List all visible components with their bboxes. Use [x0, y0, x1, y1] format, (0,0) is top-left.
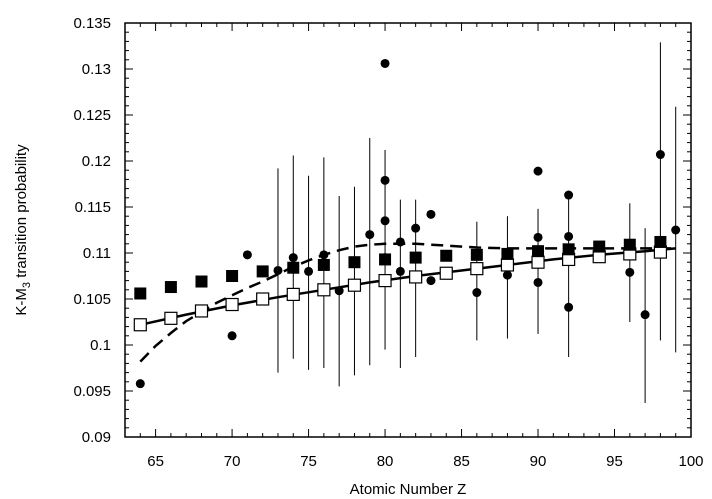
filled-circle-point [242, 250, 252, 260]
open-square-point [194, 304, 209, 318]
filled-circle-point [304, 266, 314, 276]
chart-marks [133, 42, 681, 403]
filled-circle-point [533, 166, 543, 176]
x-tick-label: 95 [606, 453, 623, 470]
filled-circle-point [640, 310, 650, 320]
open-square-series [133, 245, 668, 332]
filled-square-point [287, 261, 300, 274]
filled-square-point [226, 270, 239, 282]
filled-square-point [317, 258, 330, 271]
filled-circle-point [380, 216, 390, 226]
filled-square-point [256, 265, 269, 278]
filled-circle-point [395, 266, 405, 276]
filled-circle-point [502, 270, 512, 280]
plot-frame [124, 22, 692, 438]
filled-square-point [593, 240, 606, 253]
filled-circle-point [227, 331, 237, 341]
filled-square-point [501, 247, 514, 260]
filled-square-point [470, 248, 483, 261]
x-tick-label: 85 [453, 453, 470, 470]
y-tick-label: 0.135 [73, 15, 111, 32]
open-square-point [256, 292, 270, 306]
open-square-point [286, 287, 300, 301]
filled-circle-point [380, 58, 390, 68]
filled-circle-point [655, 150, 665, 160]
open-square-point [500, 258, 515, 272]
open-square-point [225, 297, 239, 312]
open-square-point [317, 283, 331, 297]
filled-square-point [409, 251, 422, 264]
filled-circle-point [564, 190, 574, 200]
filled-square-point [532, 245, 545, 258]
open-square-point [409, 270, 423, 284]
x-tick-label: 65 [147, 453, 164, 470]
x-tick-label: 80 [377, 453, 394, 470]
filled-circle-point [426, 209, 436, 219]
filled-circle-point [472, 288, 482, 298]
filled-square-point [134, 287, 147, 300]
filled-circle-series [135, 58, 681, 389]
filled-square-point [164, 281, 177, 294]
open-square-point [133, 318, 147, 332]
filled-circle-point [334, 286, 344, 296]
filled-circle-point [533, 232, 543, 242]
x-axis: 65 70 75 80 85 90 95 100 [124, 23, 704, 470]
y-tick-label: 0.13 [82, 61, 111, 78]
filled-circle-point [411, 223, 421, 233]
filled-square-point [654, 235, 667, 248]
filled-circle-point [380, 253, 390, 263]
filled-square-point [440, 249, 453, 262]
y-axis-title-subscript: 3 [21, 282, 33, 288]
open-square-point [470, 262, 484, 276]
x-tick-label: 90 [530, 453, 547, 470]
x-tick-label: 100 [678, 453, 703, 470]
x-tick-label: 70 [224, 453, 241, 470]
y-axis-title-main: K-M [13, 288, 30, 316]
filled-circle-point [273, 265, 283, 275]
filled-square-point [623, 238, 636, 251]
y-tick-label: 0.125 [73, 107, 111, 124]
y-tick-label: 0.115 [75, 199, 111, 216]
y-tick-label: 0.105 [73, 291, 111, 308]
filled-circle-point [395, 237, 405, 247]
error-bars [277, 42, 677, 403]
filled-square-point [562, 243, 575, 256]
filled-square-point [195, 275, 208, 288]
y-tick-label: 0.12 [82, 153, 111, 170]
open-square-point [164, 311, 178, 325]
filled-circle-point [625, 267, 635, 277]
open-square-point [439, 266, 453, 280]
filled-circle-point [288, 253, 298, 263]
filled-circle-point [365, 230, 375, 240]
filled-square-point [348, 256, 361, 269]
y-tick-label: 0.1 [90, 337, 111, 354]
filled-circle-point [426, 276, 436, 286]
y-axis-title-rest: transition probability [13, 144, 30, 282]
open-square-point [347, 278, 362, 292]
filled-circle-point [533, 277, 543, 287]
filled-circle-point [135, 379, 145, 389]
open-square-point [378, 274, 392, 288]
x-axis-title: Atomic Number Z [350, 481, 467, 498]
y-tick-label: 0.095 [73, 383, 111, 400]
filled-circle-point [319, 250, 329, 260]
y-tick-label: 0.11 [83, 245, 111, 262]
filled-circle-point [564, 231, 574, 241]
y-axis: 0.09 0.095 0.1 0.105 0.11 0.115 0.12 0.125 0.13 0… [73, 15, 691, 446]
open-square-point [531, 255, 545, 269]
filled-circle-point [671, 225, 681, 235]
x-tick-label: 75 [300, 453, 317, 470]
filled-circle-point [380, 175, 390, 185]
filled-circle-point [564, 302, 574, 312]
y-tick-label: 0.09 [82, 429, 111, 446]
y-axis-title: K-M3 transition probability [13, 144, 33, 316]
